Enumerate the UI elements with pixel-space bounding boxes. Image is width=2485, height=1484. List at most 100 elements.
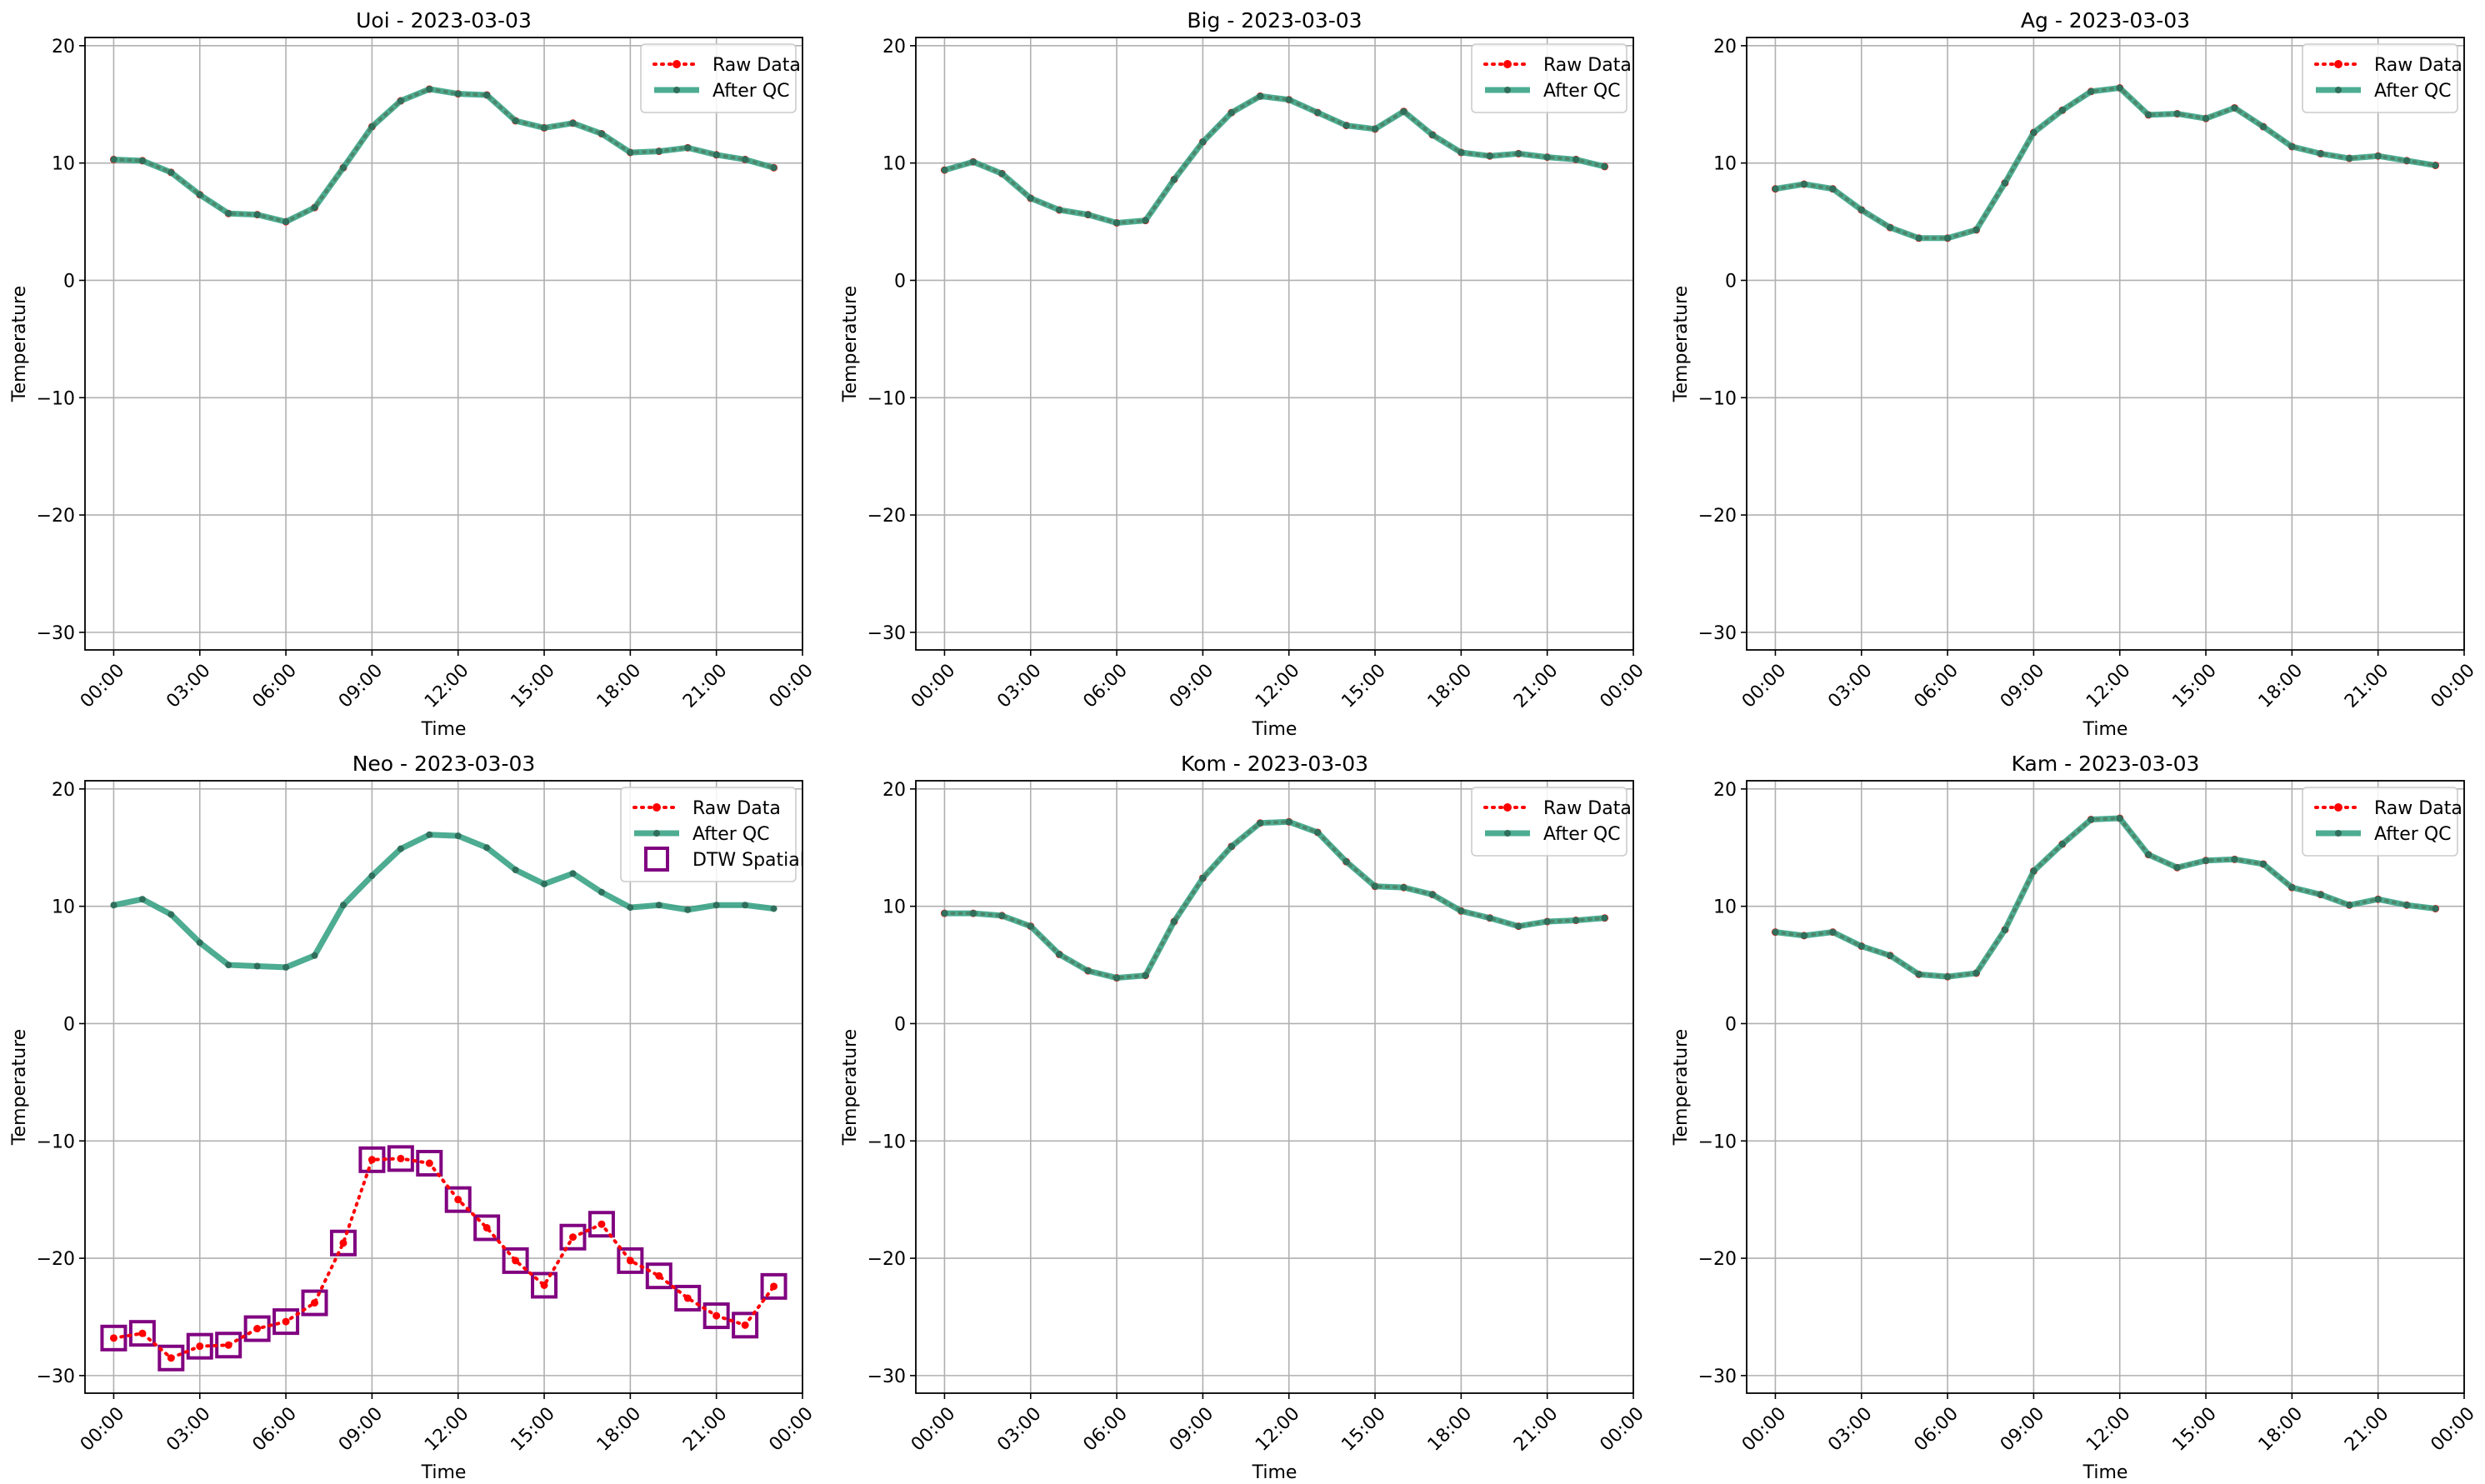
raw-data-point [339,1239,348,1247]
after-qc-point [1372,882,1379,890]
after-qc-point [339,164,347,172]
dtw-marker [702,1302,730,1330]
x-tick-label: 00:00 [2427,1403,2479,1456]
x-tick-label: 06:00 [1079,660,1132,712]
after-qc-point [2231,104,2238,112]
after-qc-point [2317,891,2324,898]
after-qc-point [541,124,548,132]
after-qc-point [1228,842,1235,850]
x-tick-label: 00:00 [1738,1403,1791,1456]
after-qc-point [1572,917,1580,924]
x-tick-label: 03:00 [1824,660,1877,712]
after-qc-point [1458,907,1465,915]
x-tick-label: 12:00 [1252,1403,1304,1456]
x-tick-label: 00:00 [2427,660,2479,712]
x-tick-label: 06:00 [1079,1403,1132,1456]
after-qc-point [2317,150,2324,157]
after-qc-point [282,963,290,971]
y-tick-label: −20 [1698,506,1737,527]
x-tick-label: 00:00 [77,660,129,712]
after-qc-point [1486,152,1493,160]
after-qc-point [2030,129,2038,137]
y-tick-label: 10 [52,154,75,175]
y-tick-label: 20 [52,780,75,801]
y-axis-label: Temperature [840,1029,861,1146]
after-qc-point [2374,896,2382,903]
after-qc-point [2088,816,2095,823]
x-tick-label: 03:00 [993,1403,1046,1456]
after-qc-point [282,218,290,226]
y-tick-label: 20 [52,37,75,57]
y-tick-label: −30 [1698,623,1737,644]
x-tick-label: 00:00 [765,1403,818,1456]
after-qc-point [712,151,720,158]
after-qc-point [1285,818,1292,826]
after-qc-point [1772,185,1779,192]
after-qc-point [1170,917,1178,925]
after-qc-point [1887,224,1894,232]
after-qc-point [569,119,577,127]
x-tick-label: 18:00 [1424,660,1477,712]
raw-data-point [224,1341,232,1349]
legend-label: Raw Data [692,798,781,819]
after-qc-point [512,867,519,874]
after-qc-point [998,170,1006,177]
x-tick-label: 09:00 [335,660,388,712]
dtw-marker [531,1272,558,1299]
legend-label: Raw Data [712,55,801,76]
after-qc-point [1142,972,1149,979]
after-qc-point [2173,110,2181,117]
after-qc-point [1800,181,1808,188]
after-qc-point [2432,905,2439,912]
x-axis-label: Time [2082,719,2128,740]
after-qc-point [512,117,519,124]
y-tick-label: −20 [1698,1249,1737,1270]
y-tick-label: −10 [37,388,75,409]
legend-marker-raw [672,60,681,68]
x-tick-label: 09:00 [1997,660,2049,712]
dtw-marker [100,1324,128,1352]
after-qc-point [2088,87,2095,95]
after-qc-point [2403,902,2411,909]
after-qc-point [1056,951,1063,958]
x-tick-label: 21:00 [1510,1403,1562,1456]
after-qc-point [311,204,318,212]
x-tick-label: 06:00 [1910,660,1962,712]
after-qc-point [1772,928,1779,936]
y-tick-label: 10 [882,154,906,175]
dtw-marker [186,1332,213,1360]
after-qc-point [483,91,491,98]
after-qc-point [770,164,778,172]
x-tick-label: 00:00 [1738,660,1791,712]
after-qc-point [1515,150,1522,157]
raw-data-point [196,1342,204,1351]
raw-data-point [167,1354,175,1362]
x-axis-label: Time [1252,719,1298,740]
x-tick-label: 00:00 [908,1403,960,1456]
legend-label: After QC [2374,824,2452,845]
after-qc-point [1372,125,1379,132]
raw-data-point [397,1154,405,1162]
dtw-marker [329,1229,357,1257]
x-tick-label: 18:00 [2255,660,2308,712]
legend-label: After QC [2374,81,2452,102]
after-qc-point [712,902,720,909]
x-tick-label: 12:00 [421,1403,473,1456]
x-tick-label: 00:00 [1596,1403,1648,1456]
y-tick-label: −20 [37,506,75,527]
y-tick-label: 20 [1713,780,1737,801]
x-tick-label: 21:00 [2341,1403,2393,1456]
x-tick-label: 06:00 [248,660,301,712]
y-tick-label: −20 [868,1249,906,1270]
x-tick-label: 03:00 [993,660,1046,712]
y-axis-label: Temperature [1671,1029,1692,1146]
after-qc-point [1428,891,1436,898]
x-axis-label: Time [2082,1462,2128,1483]
after-qc-line [1774,85,2437,242]
y-tick-label: −10 [1698,388,1737,409]
y-tick-label: −30 [868,1367,906,1387]
after-qc-point [253,211,261,218]
chart-title: Uoi - 2023-03-03 [356,8,532,32]
